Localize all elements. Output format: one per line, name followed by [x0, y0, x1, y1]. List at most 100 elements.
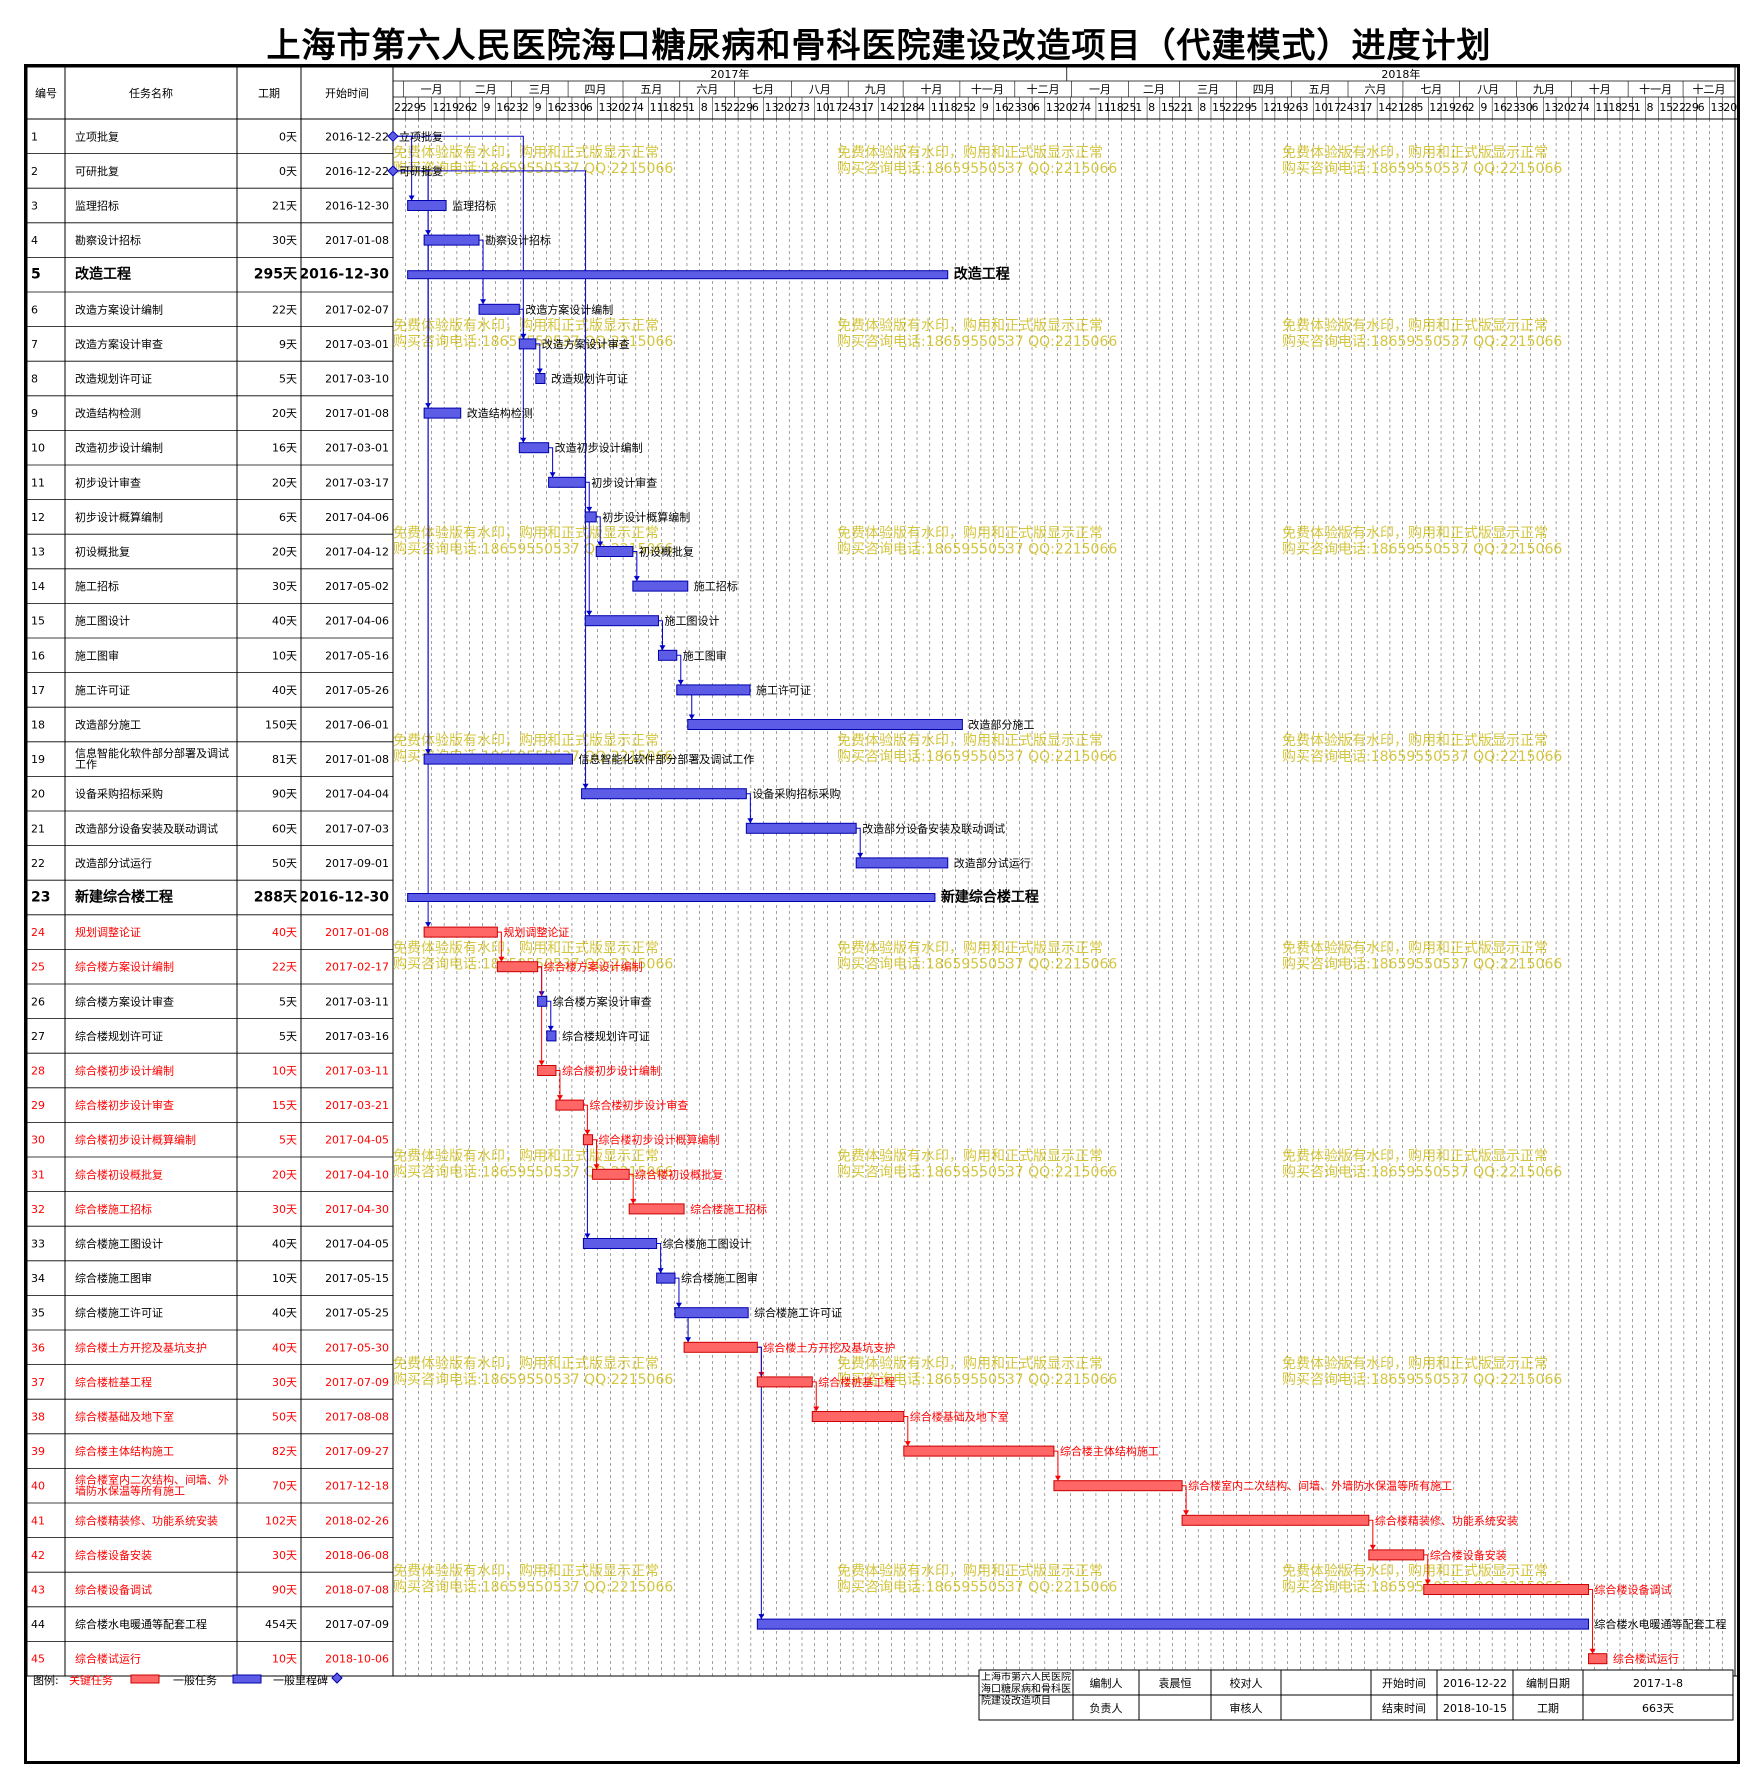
task-id: 31 — [31, 1168, 45, 1181]
dependency-link — [1053, 1450, 1059, 1481]
month-label-20: 八月 — [1477, 83, 1499, 96]
task-duration: 288天 — [254, 890, 298, 906]
week-tick: 16 — [1493, 101, 1507, 114]
link-arrow — [408, 195, 415, 201]
week-tick: 27 — [1071, 101, 1085, 114]
task-duration: 20天 — [272, 407, 297, 420]
bar-label: 综合楼土方开挖及基坑支护 — [763, 1340, 895, 1354]
link-arrow — [586, 506, 593, 512]
week-tick: 25 — [956, 101, 970, 114]
bar-label: 综合楼基础及地下室 — [910, 1410, 1009, 1424]
week-tick: 20 — [777, 101, 791, 114]
week-tick: 11 — [650, 101, 664, 114]
legend-critical-swatch — [130, 1674, 160, 1684]
task-id: 22 — [31, 857, 45, 870]
task-name: 施工图设计 — [75, 615, 130, 628]
week-tick: 2 — [471, 101, 478, 114]
task-name: 改造部分设备安装及联动调试 — [75, 821, 218, 835]
task-bars: 立项批复可研批复监理招标勘察设计招标改造工程改造方案设计编制改造方案设计审查改造… — [387, 129, 1727, 1666]
watermark-line1: 免费体验版有水印，购用和正式版显示正常 — [837, 733, 1103, 749]
bar-label: 综合楼试运行 — [1613, 1652, 1679, 1666]
bar-label: 施工图设计 — [664, 615, 719, 628]
footer-reviewer-label: 审核人 — [1230, 1701, 1263, 1715]
week-tick: 12 — [1429, 101, 1443, 114]
link-arrow — [480, 299, 487, 305]
watermark-line1: 免费体验版有水印，购用和正式版显示正常 — [1282, 526, 1548, 542]
watermark-line1: 免费体验版有水印，购用和正式版显示正常 — [837, 526, 1103, 542]
week-tick: 18 — [1110, 101, 1124, 114]
watermark-line2: 购买咨询电话:18659550537 QQ:2215066 — [837, 1580, 1117, 1596]
week-tick: 2 — [1468, 101, 1475, 114]
task-duration: 90天 — [272, 788, 297, 801]
task-start: 2017-01-08 — [325, 407, 389, 420]
task-start: 2018-06-08 — [325, 1549, 389, 1562]
month-label-17: 五月 — [1309, 83, 1331, 96]
week-tick: 1 — [688, 101, 695, 114]
task-start: 2017-04-05 — [325, 1238, 389, 1251]
bar-label: 综合楼施工图设计 — [663, 1237, 751, 1251]
task-start: 2017-04-10 — [325, 1168, 389, 1181]
task-start: 2017-04-06 — [325, 615, 389, 628]
critical-task-bar — [811, 1411, 905, 1422]
week-tick: 13 — [1710, 101, 1724, 114]
month-label-7: 七月 — [752, 83, 774, 96]
week-tick: 17 — [829, 101, 843, 114]
task-id: 9 — [31, 407, 38, 420]
dependency-link — [632, 551, 638, 582]
bar-label: 综合楼方案设计审查 — [553, 994, 652, 1008]
dependency-link — [676, 654, 682, 685]
task-id: 4 — [31, 234, 38, 247]
task-start: 2017-01-08 — [325, 234, 389, 247]
task-id: 38 — [31, 1411, 45, 1424]
week-tick: 21 — [892, 101, 906, 114]
watermark-line2: 购买咨询电话:18659550537 QQ:2215066 — [393, 161, 673, 177]
week-tick: 2 — [969, 101, 976, 114]
watermark-line2: 购买咨询电话:18659550537 QQ:2215066 — [1282, 1372, 1562, 1388]
task-name: 综合楼初步设计编制 — [75, 1064, 174, 1078]
bar-label: 综合楼施工许可证 — [754, 1306, 842, 1320]
task-duration: 60天 — [272, 822, 297, 835]
summary-bar — [407, 893, 936, 902]
bar-label: 综合楼初步设计概算编制 — [599, 1133, 720, 1147]
watermark-line1: 免费体验版有水印，购用和正式版显示正常 — [837, 1564, 1103, 1580]
task-duration: 102天 — [265, 1514, 297, 1527]
week-tick: 18 — [1608, 101, 1622, 114]
week-tick: 13 — [765, 101, 779, 114]
task-name: 综合楼方案设计编制 — [75, 960, 174, 974]
link-arrow — [586, 610, 593, 616]
week-tick: 9 — [982, 101, 989, 114]
task-name: 综合楼施工图审 — [75, 1271, 152, 1285]
task-duration: 70天 — [272, 1480, 297, 1493]
task-duration: 40天 — [272, 684, 297, 697]
bar-label: 改造初步设计编制 — [555, 441, 643, 455]
link-arrow — [904, 1441, 911, 1447]
dependency-link — [674, 1277, 680, 1308]
month-label-12: 十二月 — [1027, 82, 1060, 96]
bar-label: 初设概批复 — [639, 545, 694, 559]
task-id: 5 — [31, 267, 41, 283]
week-tick: 1 — [1135, 101, 1142, 114]
link-arrow — [1183, 1510, 1190, 1516]
task-duration: 10天 — [272, 1653, 297, 1666]
watermark-line1: 免费体验版有水印，购用和正式版显示正常 — [1282, 145, 1548, 161]
task-duration: 15天 — [272, 1099, 297, 1112]
watermark-line1: 免费体验版有水印，购用和正式版显示正常 — [837, 1148, 1103, 1164]
task-start: 2016-12-22 — [325, 130, 389, 143]
task-duration: 40天 — [272, 1307, 297, 1320]
week-tick: 20 — [1059, 101, 1073, 114]
task-id: 20 — [31, 788, 45, 801]
task-start: 2017-03-16 — [325, 1030, 389, 1043]
week-tick: 2 — [522, 101, 529, 114]
link-arrow — [547, 1025, 554, 1031]
task-duration: 50天 — [272, 1411, 297, 1424]
week-tick: 7 — [1365, 101, 1372, 114]
critical-task-bar — [1053, 1480, 1183, 1492]
bar-label: 综合楼初步设计审查 — [589, 1098, 688, 1112]
watermark-line1: 免费体验版有水印，购用和正式版显示正常 — [393, 941, 659, 957]
watermark-line1: 免费体验版有水印，购用和正式版显示正常 — [837, 318, 1103, 334]
month-label-18: 六月 — [1364, 83, 1386, 96]
task-start: 2018-02-26 — [325, 1514, 389, 1527]
task-bar — [595, 546, 634, 557]
dependency-link — [393, 170, 587, 789]
